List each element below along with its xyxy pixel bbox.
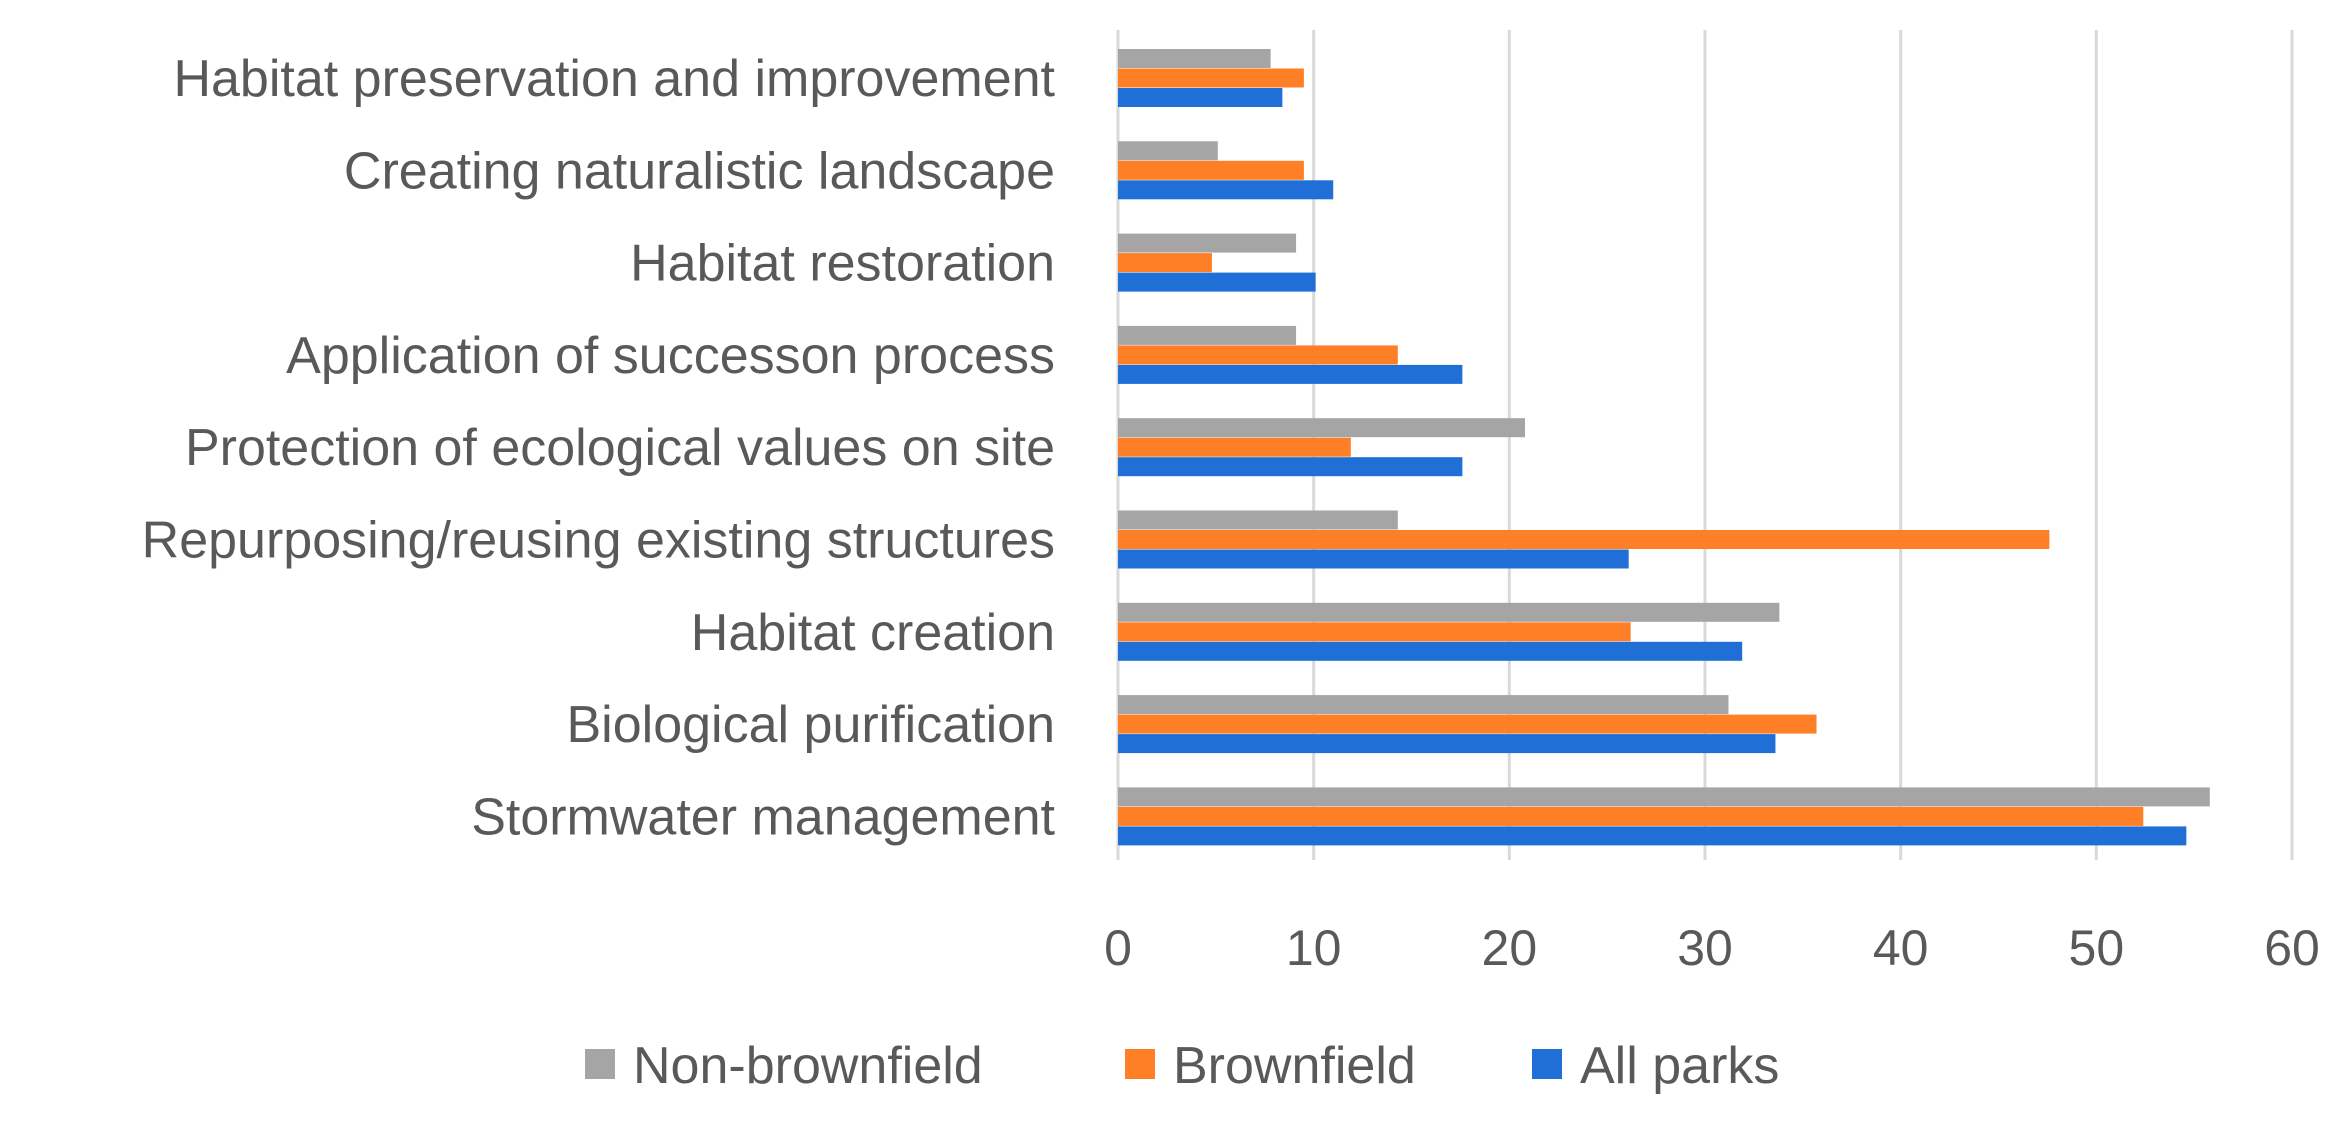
bar-all-parks-8 [1118,826,2187,846]
category-label: Habitat restoration [630,235,1055,293]
legend-swatch-all-parks [1532,1049,1562,1079]
category-label: Creating naturalistic landscape [344,142,1055,200]
category-label: Habitat preservation and improvement [173,50,1055,108]
bar-non-brownfield-3 [1118,325,1297,345]
category-label: Protection of ecological values on site [185,419,1055,477]
bar-non-brownfield-8 [1118,787,2210,807]
bar-all-parks-1 [1118,180,1334,200]
bar-non-brownfield-1 [1118,141,1218,161]
bar-brownfield-2 [1118,253,1212,273]
bar-non-brownfield-0 [1118,49,1271,68]
x-tick-label: 60 [2264,920,2320,976]
bar-brownfield-4 [1118,437,1351,457]
bar-brownfield-1 [1118,160,1304,180]
bar-non-brownfield-6 [1118,602,1780,622]
x-tick-label: 50 [2069,920,2125,976]
category-label: Stormwater management [471,788,1055,846]
bar-brownfield-5 [1118,530,2050,549]
x-tick-label: 20 [1482,920,1538,976]
bar-brownfield-3 [1118,345,1398,365]
bar-non-brownfield-4 [1118,418,1525,438]
legend-label-non-brownfield: Non-brownfield [633,1037,983,1095]
bar-all-parks-0 [1118,88,1283,107]
legend-label-brownfield: Brownfield [1173,1037,1416,1095]
bar-brownfield-8 [1118,806,2144,826]
bar-all-parks-4 [1118,457,1463,477]
legend-label-all-parks: All parks [1580,1037,1779,1095]
x-tick-label: 30 [1677,920,1733,976]
bar-non-brownfield-2 [1118,233,1297,253]
x-tick-label: 0 [1104,920,1132,976]
bar-all-parks-2 [1118,272,1316,292]
category-label: Application of successon process [286,327,1055,385]
category-label: Biological purification [567,696,1056,754]
category-label: Habitat creation [691,604,1055,662]
x-tick-label: 10 [1286,920,1342,976]
legend-swatch-brownfield [1125,1049,1155,1079]
bar-all-parks-7 [1118,734,1776,754]
bar-brownfield-7 [1118,714,1817,734]
bar-non-brownfield-5 [1118,510,1398,530]
bar-brownfield-0 [1118,68,1304,88]
category-label: Repurposing/reusing existing structures [142,512,1055,570]
bar-all-parks-6 [1118,641,1743,661]
legend-swatch-non-brownfield [585,1049,615,1079]
x-tick-label: 40 [1873,920,1929,976]
bar-all-parks-5 [1118,549,1629,569]
bar-all-parks-3 [1118,364,1463,384]
bar-brownfield-6 [1118,622,1631,642]
bar-non-brownfield-7 [1118,695,1729,715]
